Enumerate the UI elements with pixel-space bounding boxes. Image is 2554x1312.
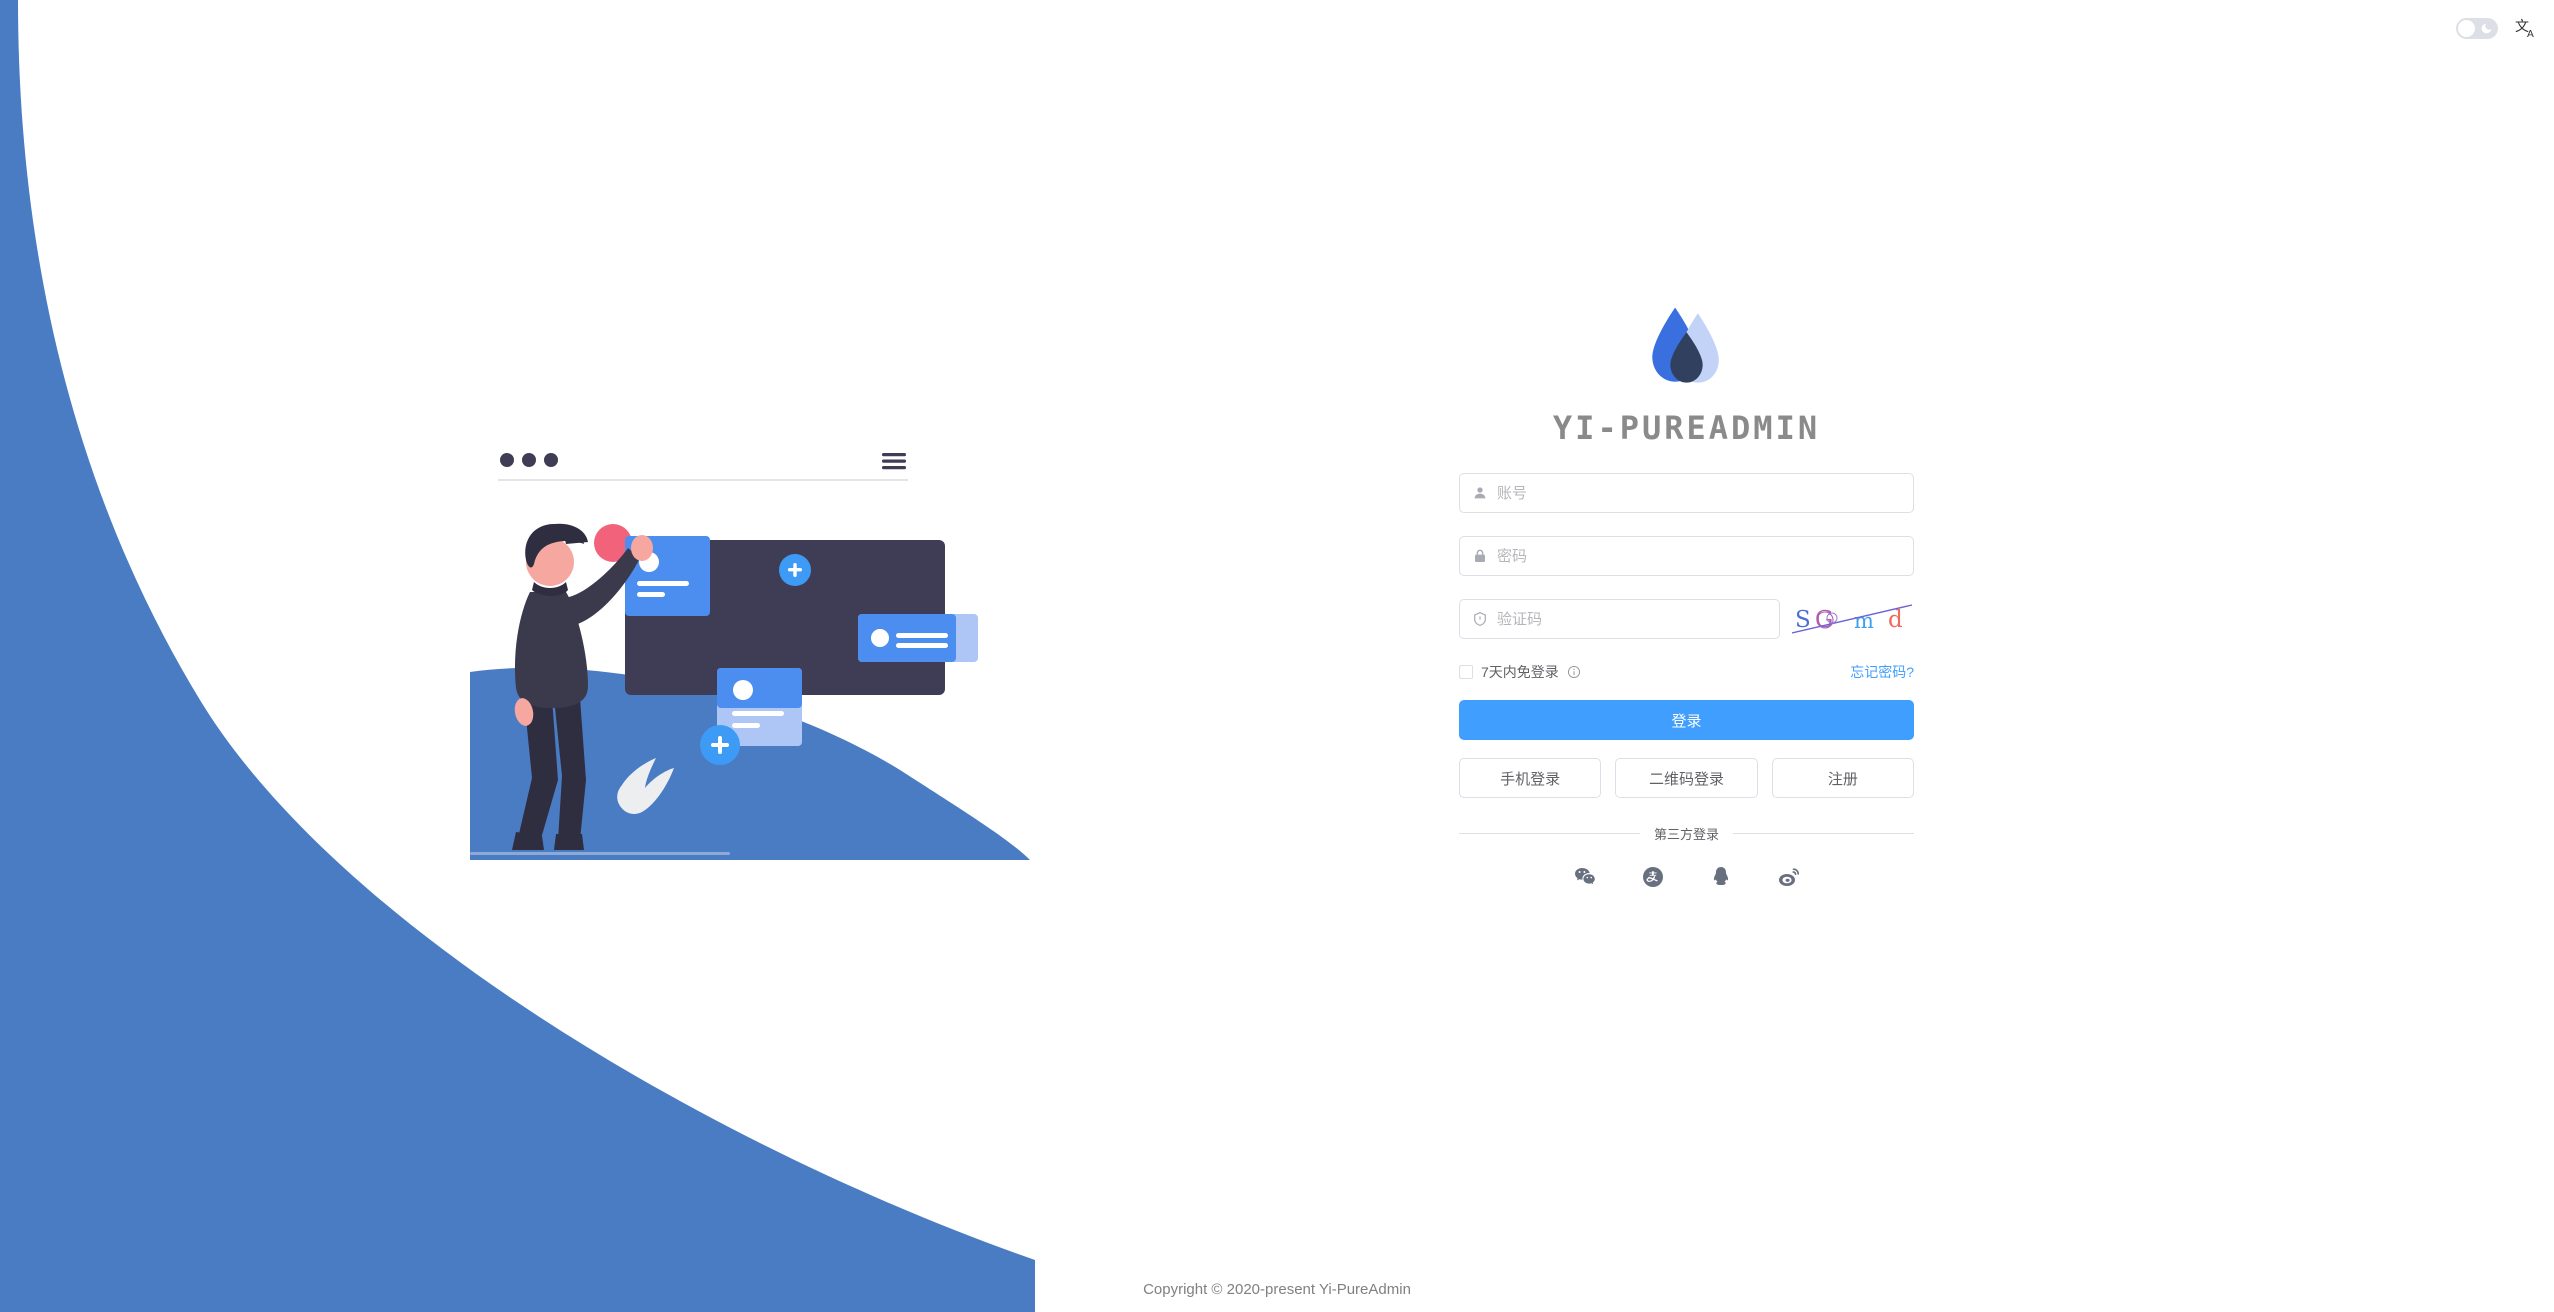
svg-text:A: A: [2527, 29, 2534, 40]
password-input-box[interactable]: [1459, 536, 1914, 576]
info-circle-icon[interactable]: [1567, 665, 1581, 679]
password-input[interactable]: [1497, 547, 1901, 565]
svg-text:m: m: [1854, 609, 1874, 633]
captcha-field: S G m d: [1459, 599, 1914, 639]
weibo-icon[interactable]: [1777, 865, 1801, 889]
svg-text:文: 文: [2515, 19, 2529, 35]
third-party-divider: 第三方登录: [1459, 824, 1914, 843]
language-switch-button[interactable]: 文 A: [2512, 14, 2540, 42]
username-input-box[interactable]: [1459, 473, 1914, 513]
browser-dot: [500, 453, 514, 467]
plus-button: [700, 725, 740, 765]
login-button[interactable]: 登录: [1459, 700, 1914, 740]
plus-button: [779, 554, 811, 586]
card: [717, 668, 802, 708]
qrcode-login-button[interactable]: 二维码登录: [1615, 758, 1758, 798]
user-icon: [1472, 485, 1488, 501]
browser-dot: [522, 453, 536, 467]
browser-dot: [544, 453, 558, 467]
password-field: [1459, 536, 1914, 576]
captcha-input[interactable]: [1497, 610, 1767, 628]
lock-icon: [1472, 548, 1488, 564]
brand-header: YI-PUREADMIN: [1459, 300, 1914, 447]
phone-login-button[interactable]: 手机登录: [1459, 758, 1602, 798]
remember-me-label: 7天内免登录: [1481, 664, 1559, 680]
moon-icon: [2481, 23, 2492, 33]
username-input[interactable]: [1497, 484, 1901, 502]
options-row: 7天内免登录 忘记密码?: [1459, 662, 1914, 682]
third-party-providers: [1459, 865, 1914, 889]
login-panel: YI-PUREADMIN: [1459, 300, 1914, 889]
svg-text:S: S: [1795, 607, 1811, 633]
checkbox-box[interactable]: [1459, 665, 1473, 679]
footer-copyright: Copyright © 2020-present Yi-PureAdmin: [1143, 1281, 1411, 1298]
top-bar: 文 A: [2456, 14, 2540, 42]
dark-mode-toggle[interactable]: [2456, 17, 2498, 39]
shield-icon: [1472, 611, 1488, 627]
username-field: [1459, 473, 1914, 513]
wechat-icon[interactable]: [1573, 865, 1597, 889]
qq-icon[interactable]: [1709, 865, 1733, 889]
translate-icon: 文 A: [2515, 19, 2534, 40]
page-title: YI-PUREADMIN: [1552, 409, 1821, 447]
svg-text:d: d: [1888, 607, 1903, 633]
captcha-input-box[interactable]: [1459, 599, 1780, 639]
secondary-buttons-row: 手机登录 二维码登录 注册: [1459, 758, 1914, 798]
team-collaboration-illustration: [470, 453, 1030, 860]
water-drop-logo: [1652, 307, 1719, 383]
alipay-icon[interactable]: [1641, 865, 1665, 889]
register-button[interactable]: 注册: [1771, 758, 1914, 798]
forgot-password-link[interactable]: 忘记密码?: [1850, 664, 1914, 680]
third-party-label: 第三方登录: [1654, 827, 1720, 842]
svg-text:G: G: [1815, 607, 1833, 633]
hamburger-menu-icon: [882, 453, 906, 470]
toggle-knob: [2458, 19, 2475, 37]
captcha-image[interactable]: S G m d: [1792, 599, 1914, 639]
remember-me-checkbox[interactable]: 7天内免登录: [1459, 662, 1581, 682]
